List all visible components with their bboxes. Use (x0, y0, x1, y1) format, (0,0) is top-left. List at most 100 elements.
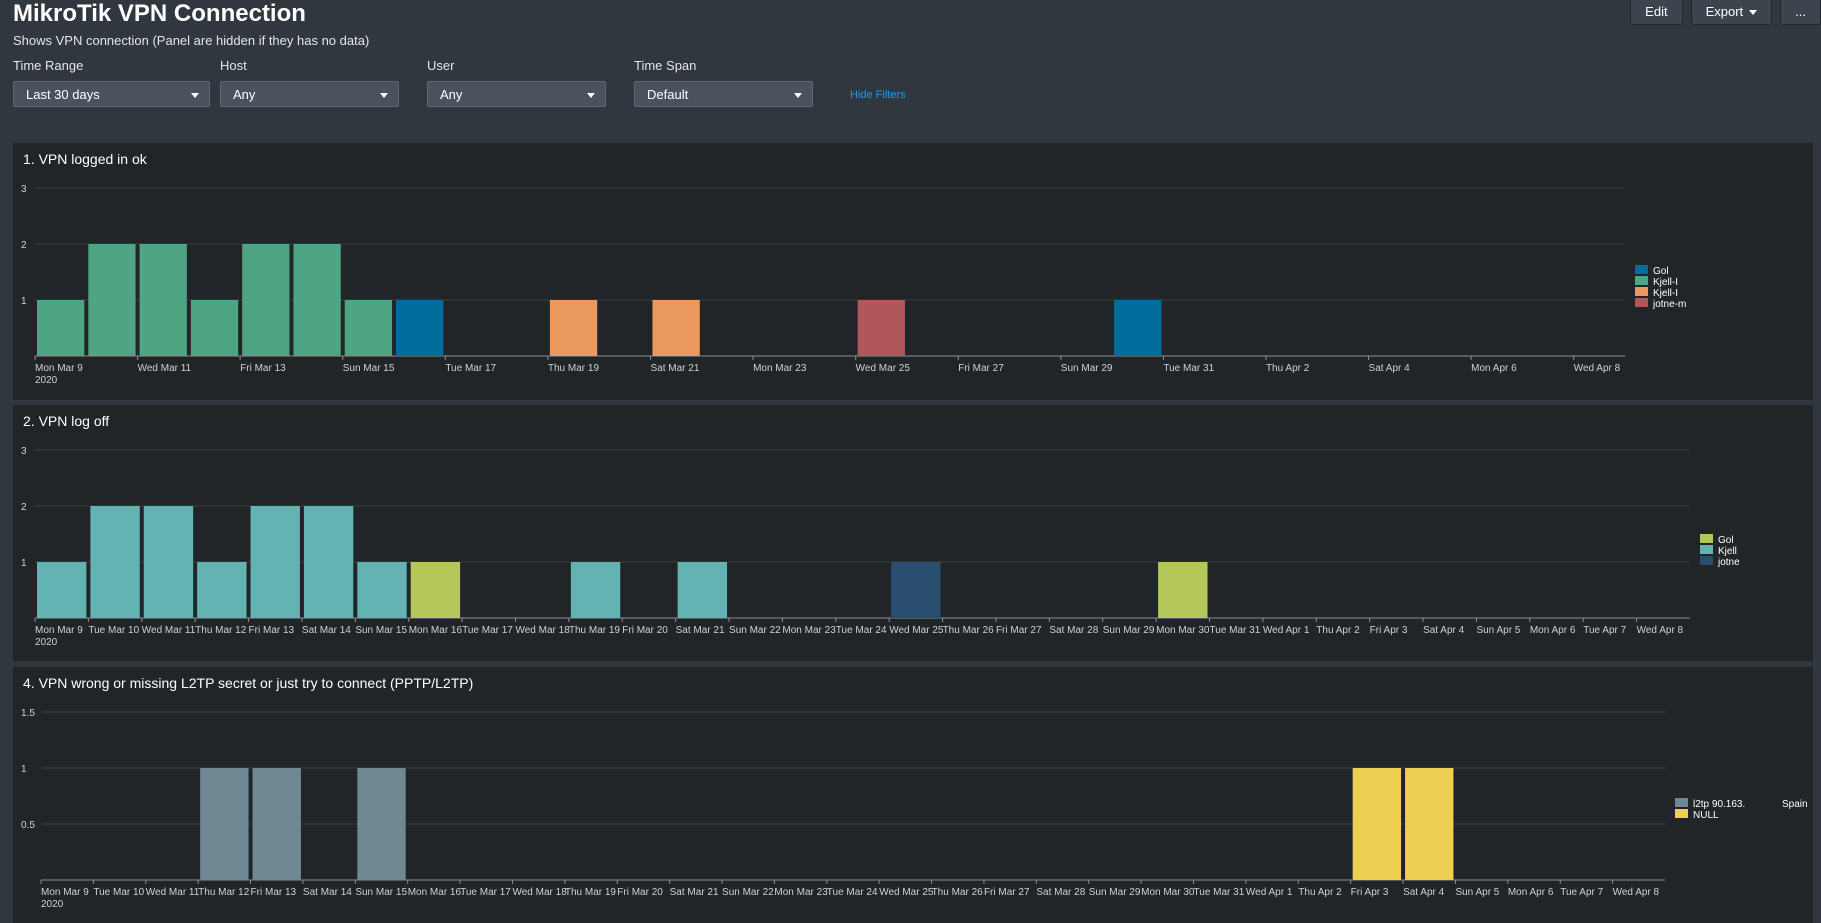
x-tick-label: Tue Mar 24 (827, 887, 878, 898)
chart-bar (857, 300, 905, 356)
dropdown-value: Any (440, 87, 463, 102)
x-tick-label: Wed Mar 11 (138, 363, 192, 374)
page-title: MikroTik VPN Connection (13, 0, 306, 27)
y-tick-label: 1.5 (21, 708, 35, 719)
chart-bar (677, 562, 728, 618)
chart-bar (357, 562, 407, 618)
x-tick-label: Fri Mar 27 (958, 363, 1004, 374)
chart-bar (197, 562, 247, 618)
host-dropdown[interactable]: Any (220, 81, 399, 107)
x-tick-label: Sat Mar 28 (1036, 887, 1085, 898)
x-tick-label: Sun Mar 22 (729, 625, 781, 636)
filter-host: Host Any (220, 58, 399, 107)
x-tick-label: Wed Mar 25 (879, 887, 934, 898)
chart-bar (190, 300, 239, 356)
legend-swatch (1700, 534, 1713, 543)
legend-swatch (1675, 798, 1688, 807)
chart-bar (652, 300, 700, 356)
x-tick-label: Sat Mar 21 (676, 625, 725, 636)
chart-bar (37, 300, 85, 356)
x-tick-label: Thu Apr 2 (1266, 363, 1310, 374)
time-range-dropdown[interactable]: Last 30 days (13, 81, 210, 107)
legend-label: Gol (1718, 535, 1734, 546)
filter-user: User Any (427, 58, 606, 107)
legend-label: jotne-m (1652, 299, 1686, 310)
chart-bar (570, 562, 621, 618)
chart-bar (90, 506, 140, 618)
x-tick-label: Wed Mar 18 (512, 887, 567, 898)
x-tick-label: Wed Apr 8 (1613, 887, 1660, 898)
chart-bar (1158, 562, 1208, 618)
x-tick-label: Wed Apr 1 (1246, 887, 1293, 898)
x-tick-label: Fri Mar 13 (249, 625, 295, 636)
y-tick-label: 2 (21, 502, 27, 513)
user-dropdown[interactable]: Any (427, 81, 606, 107)
x-tick-label: Wed Apr 1 (1263, 625, 1310, 636)
legend-label: Kjell-I (1653, 277, 1678, 288)
panel-title: 1. VPN logged in ok (23, 151, 147, 167)
x-tick-label: Wed Mar 11 (142, 625, 196, 636)
export-button-label: Export (1705, 4, 1744, 19)
x-tick-label: Sun Mar 15 (355, 887, 407, 898)
chart-bar (242, 244, 290, 356)
filter-label: Time Span (634, 58, 697, 73)
chart-bar (891, 562, 941, 618)
more-button-label: ... (1795, 4, 1806, 19)
x-tick-label: Tue Mar 31 (1194, 887, 1245, 898)
x-tick-label: Tue Mar 17 (445, 363, 496, 374)
legend-swatch (1675, 809, 1688, 818)
filter-time-span: Time Span Default (634, 58, 813, 107)
chevron-down-icon (1749, 10, 1758, 16)
x-tick-label: Sat Mar 14 (302, 625, 351, 636)
legend-label: jotne (1717, 557, 1740, 568)
x-tick-label: Tue Mar 17 (460, 887, 511, 898)
x-tick-label: Sat Mar 14 (303, 887, 352, 898)
x-tick-label: Sat Mar 21 (650, 363, 699, 374)
chevron-down-icon (191, 93, 199, 98)
x-tick-label: Sat Mar 21 (670, 887, 719, 898)
chart-bar (396, 300, 444, 356)
legend-label: l2tp 90.163. (1693, 799, 1745, 810)
panel-vpn-wrong-secret: 4. VPN wrong or missing L2TP secret or j… (13, 667, 1813, 923)
legend-swatch (1635, 287, 1648, 296)
y-tick-label: 1 (21, 764, 27, 775)
panel-vpn-log-off: 2. VPN log off 3 2 1 Mon Mar 9 Tue Mar 10 Wed… (13, 405, 1813, 661)
x-tick-label: Thu Apr 2 (1298, 887, 1342, 898)
y-tick-label: 3 (21, 184, 27, 195)
x-tick-label: Sun Mar 15 (355, 625, 407, 636)
chevron-down-icon (794, 93, 802, 98)
more-button[interactable]: ... (1780, 0, 1821, 25)
x-tick-label: Tue Apr 7 (1583, 625, 1626, 636)
x-tick-label: Tue Mar 10 (93, 887, 144, 898)
y-tick-label: 2 (21, 240, 27, 251)
x-tick-label: Fri Apr 3 (1370, 625, 1408, 636)
x-tick-label: Thu Mar 19 (569, 625, 621, 636)
x-tick-label: Sat Apr 4 (1403, 887, 1445, 898)
time-span-dropdown[interactable]: Default (634, 81, 813, 107)
panel-title: 2. VPN log off (23, 413, 110, 429)
hide-filters-link[interactable]: Hide Filters (850, 89, 906, 101)
x-tick-label: Mon Mar 30 (1141, 887, 1195, 898)
chart-bar (88, 244, 136, 356)
x-tick-label: Wed Mar 25 (889, 625, 944, 636)
x-tick-label: Thu Mar 12 (198, 887, 250, 898)
chevron-down-icon (380, 93, 388, 98)
legend-swatch (1635, 276, 1648, 285)
x-tick-label: Sun Apr 5 (1455, 887, 1499, 898)
x-tick-label: Thu Mar 19 (565, 887, 617, 898)
x-tick-label: Sun Mar 29 (1089, 887, 1141, 898)
edit-button-label: Edit (1645, 4, 1668, 19)
x-tick-label: Mon Mar 9 (35, 625, 83, 636)
x-tick-label: Mon Apr 6 (1508, 887, 1554, 898)
chart-bar (344, 300, 393, 356)
chart-bar (303, 506, 354, 618)
x-tick-label: Sat Mar 28 (1049, 625, 1098, 636)
chart-bar (293, 244, 341, 356)
chart-bar (1352, 768, 1402, 880)
x-tick-label: Mon Mar 16 (409, 625, 463, 636)
export-button[interactable]: Export (1690, 0, 1773, 25)
panel-vpn-logged-in: 1. VPN logged in ok 3 2 1 Mon Mar 9 Wed Mar … (13, 143, 1813, 400)
edit-button[interactable]: Edit (1630, 0, 1683, 25)
